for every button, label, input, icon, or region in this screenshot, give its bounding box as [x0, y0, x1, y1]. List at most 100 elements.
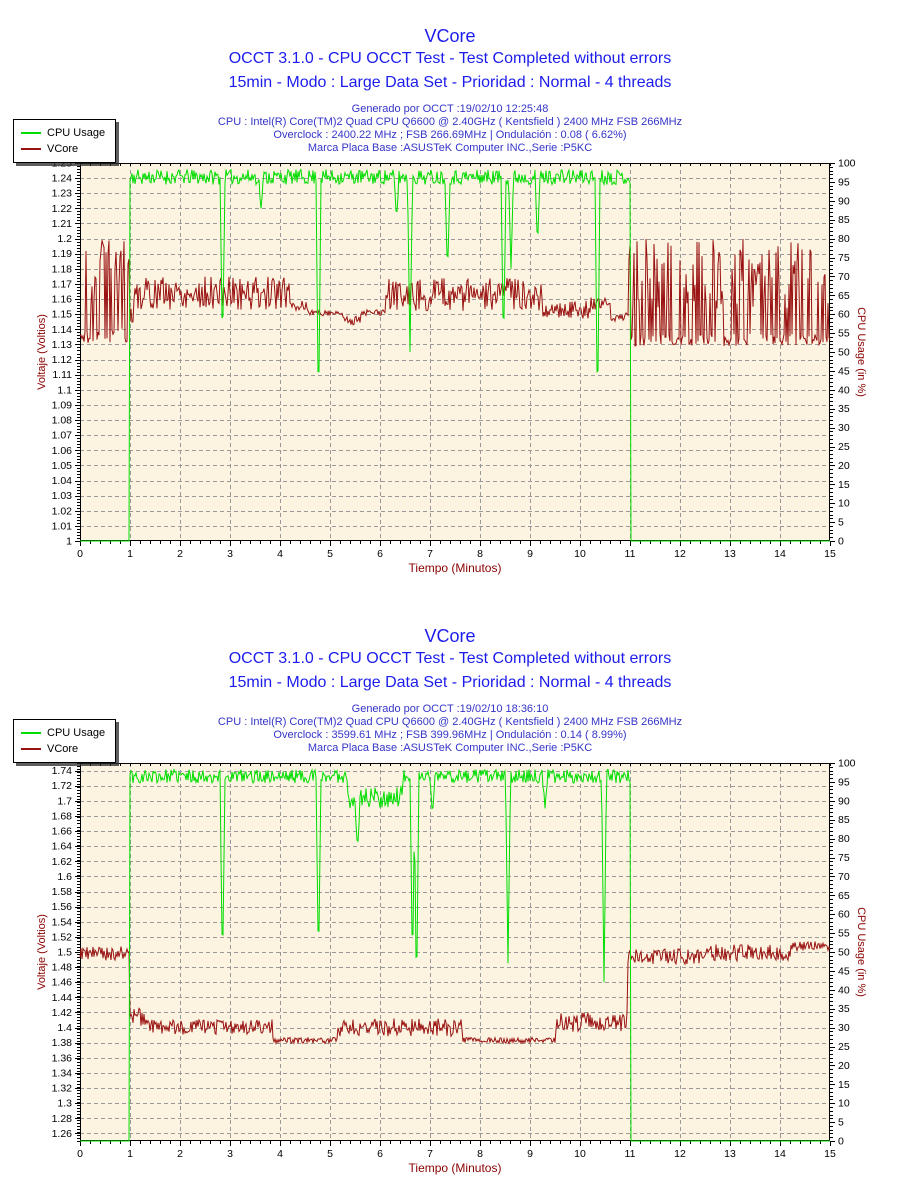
svg-text:1.42: 1.42: [52, 1007, 73, 1019]
svg-text:9: 9: [527, 1148, 533, 1160]
svg-text:1.46: 1.46: [52, 977, 73, 989]
legend: CPU Usage VCore: [13, 119, 117, 163]
svg-text:1.52: 1.52: [52, 931, 73, 943]
svg-text:10: 10: [574, 1148, 586, 1160]
cpu-usage-line-swatch: [21, 132, 41, 134]
svg-text:15: 15: [838, 1079, 850, 1091]
svg-text:1.08: 1.08: [52, 415, 73, 427]
svg-text:1: 1: [66, 536, 72, 548]
svg-text:50: 50: [838, 947, 850, 959]
svg-text:1.56: 1.56: [52, 901, 73, 913]
svg-text:75: 75: [838, 252, 850, 264]
svg-text:0: 0: [77, 1148, 83, 1160]
svg-text:1.1: 1.1: [57, 384, 72, 396]
svg-text:6: 6: [377, 1148, 383, 1160]
cpu-usage-line-swatch: [21, 732, 41, 734]
svg-text:1.6: 1.6: [57, 871, 72, 883]
svg-text:1.32: 1.32: [52, 1083, 73, 1095]
svg-text:100: 100: [838, 758, 856, 770]
svg-text:1.01: 1.01: [52, 520, 73, 532]
y-axis-title-cpu-usage: CPU Usage (in %): [855, 907, 867, 997]
svg-text:0: 0: [838, 536, 844, 548]
svg-text:1.06: 1.06: [52, 445, 73, 457]
svg-text:3: 3: [227, 1148, 233, 1160]
legend-item-cpu-usage: CPU Usage: [21, 725, 105, 741]
svg-text:15: 15: [824, 548, 836, 560]
x-axis-title-time: Tiempo (Minutos): [408, 1161, 502, 1175]
chart-panel-2: VCore OCCT 3.1.0 - CPU OCCT Test - Test …: [0, 600, 900, 1200]
svg-text:95: 95: [838, 176, 850, 188]
svg-text:100: 100: [838, 158, 856, 170]
svg-text:1.02: 1.02: [52, 505, 73, 517]
svg-text:55: 55: [838, 328, 850, 340]
info-generated: Generado por OCCT :19/02/10 18:36:10: [351, 703, 549, 715]
legend-item-cpu-usage: CPU Usage: [21, 125, 105, 141]
svg-text:14: 14: [774, 1148, 786, 1160]
svg-text:1.44: 1.44: [52, 992, 73, 1004]
svg-text:90: 90: [838, 195, 850, 207]
svg-text:2: 2: [177, 548, 183, 560]
svg-text:1.07: 1.07: [52, 430, 73, 442]
svg-text:1.66: 1.66: [52, 826, 73, 838]
svg-text:11: 11: [625, 1148, 636, 1160]
chart-subtitle-mode: 15min - Modo : Large Data Set - Priorida…: [228, 674, 672, 691]
svg-text:1.09: 1.09: [52, 399, 73, 411]
legend-label-cpu-usage: CPU Usage: [47, 127, 106, 139]
svg-text:10: 10: [838, 1098, 850, 1110]
svg-text:7: 7: [427, 548, 433, 560]
svg-text:1.2: 1.2: [57, 233, 72, 245]
svg-text:80: 80: [838, 233, 850, 245]
legend-label-vcore: VCore: [47, 143, 79, 155]
svg-text:40: 40: [838, 984, 850, 996]
svg-text:35: 35: [838, 403, 850, 415]
svg-text:1.16: 1.16: [52, 294, 73, 306]
svg-text:90: 90: [838, 795, 850, 807]
svg-text:5: 5: [327, 1148, 333, 1160]
svg-text:10: 10: [838, 498, 850, 510]
y-axis-title-voltage: Voltaje (Voltios): [36, 314, 48, 390]
svg-text:1.48: 1.48: [52, 962, 73, 974]
svg-text:1.17: 1.17: [52, 278, 73, 290]
info-cpu: CPU : Intel(R) Core(TM)2 Quad CPU Q6600 …: [217, 716, 683, 728]
test-info: Generado por OCCT :19/02/10 12:25:48 CPU…: [0, 103, 900, 155]
svg-text:1.64: 1.64: [52, 841, 73, 853]
svg-text:1.5: 1.5: [57, 947, 72, 959]
svg-text:20: 20: [838, 460, 850, 472]
legend: CPU Usage VCore: [13, 719, 117, 763]
svg-text:25: 25: [838, 1041, 850, 1053]
svg-text:1.19: 1.19: [52, 248, 73, 260]
svg-text:13: 13: [724, 1148, 736, 1160]
svg-text:1.13: 1.13: [52, 339, 73, 351]
svg-text:1.24: 1.24: [52, 173, 73, 185]
chart-subtitle-mode: 15min - Modo : Large Data Set - Priorida…: [228, 74, 672, 91]
svg-text:1.3: 1.3: [57, 1098, 72, 1110]
svg-text:75: 75: [838, 852, 850, 864]
svg-text:8: 8: [477, 548, 483, 560]
svg-text:35: 35: [838, 1003, 850, 1015]
svg-text:1.4: 1.4: [57, 1022, 72, 1034]
svg-text:20: 20: [838, 1060, 850, 1072]
svg-text:1.34: 1.34: [52, 1067, 73, 1079]
svg-text:1.28: 1.28: [52, 1113, 73, 1125]
svg-text:1.18: 1.18: [52, 263, 73, 275]
svg-text:2: 2: [177, 1148, 183, 1160]
svg-text:1.15: 1.15: [52, 309, 73, 321]
svg-text:1: 1: [127, 548, 133, 560]
svg-text:1.23: 1.23: [52, 188, 73, 200]
info-overclock: Overclock : 3599.61 MHz ; FSB 399.96MHz …: [273, 729, 627, 741]
chart-panel-1: VCore OCCT 3.1.0 - CPU OCCT Test - Test …: [0, 26, 900, 575]
svg-text:1.04: 1.04: [52, 475, 73, 487]
svg-text:12: 12: [674, 1148, 686, 1160]
svg-text:1.38: 1.38: [52, 1037, 73, 1049]
vcore-line-swatch: [21, 148, 41, 150]
svg-text:85: 85: [838, 214, 850, 226]
svg-text:4: 4: [277, 548, 283, 560]
svg-text:1.7: 1.7: [57, 795, 72, 807]
svg-text:11: 11: [625, 548, 636, 560]
svg-text:95: 95: [838, 776, 850, 788]
svg-text:13: 13: [724, 548, 736, 560]
info-motherboard: Marca Placa Base :ASUSTeK Computer INC.,…: [307, 142, 593, 154]
test-info: Generado por OCCT :19/02/10 18:36:10 CPU…: [0, 703, 900, 755]
svg-text:5: 5: [327, 548, 333, 560]
svg-text:5: 5: [838, 1117, 844, 1129]
